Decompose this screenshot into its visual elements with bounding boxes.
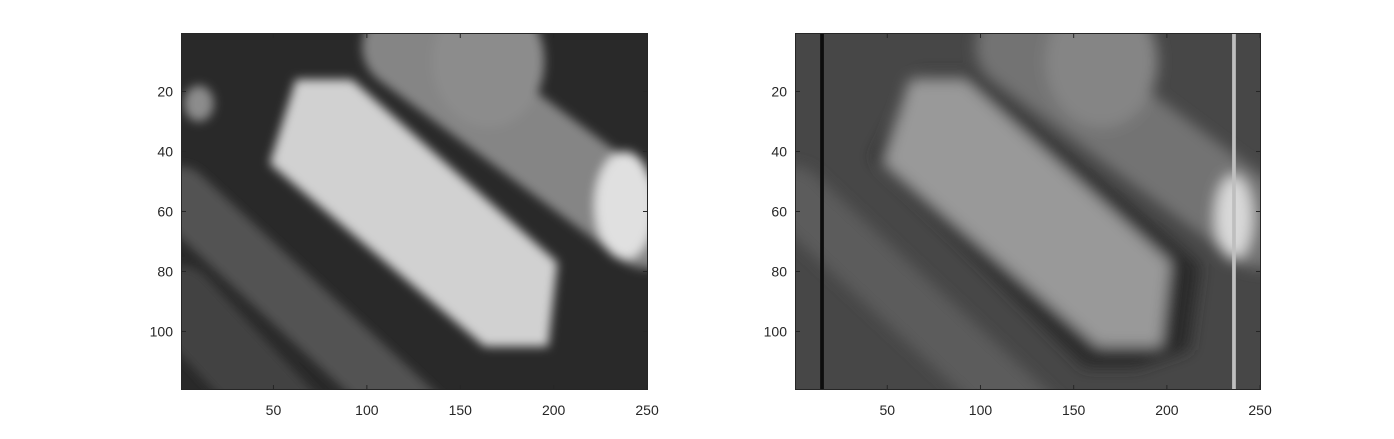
x-tick-label: 100 — [355, 402, 379, 418]
y-tick-label: 80 — [771, 264, 787, 280]
image-region — [883, 79, 1171, 347]
y-tick-label: 60 — [157, 204, 173, 220]
y-tick-label: 20 — [157, 84, 173, 100]
x-tick-label: 200 — [1155, 402, 1179, 418]
image-band — [181, 166, 434, 390]
x-tick-label: 100 — [969, 402, 993, 418]
x-tick-label: 50 — [266, 402, 282, 418]
image-region — [269, 79, 558, 347]
y-tick-label: 40 — [771, 144, 787, 160]
left-image-axes: 50 100 150 200 250 20 40 60 80 100 — [150, 33, 659, 418]
x-tick-label: 250 — [1248, 402, 1272, 418]
y-tick-label: 100 — [150, 324, 174, 340]
y-tick-label: 40 — [157, 144, 173, 160]
image-blob — [183, 85, 214, 122]
x-tick-label: 150 — [1062, 402, 1086, 418]
y-tick-label: 20 — [771, 84, 787, 100]
x-tick-label: 200 — [542, 402, 566, 418]
image-area — [181, 33, 648, 390]
y-tick-label: 80 — [157, 264, 173, 280]
image-blob — [1045, 33, 1158, 128]
image-blob — [432, 33, 545, 128]
y-tick-label: 100 — [764, 324, 788, 340]
image-stripe — [1232, 33, 1236, 390]
x-tick-label: 150 — [449, 402, 473, 418]
image-band — [795, 166, 1047, 390]
image-stripe — [820, 33, 824, 390]
image-area — [795, 33, 1261, 390]
image-band — [181, 265, 312, 390]
image-blob — [594, 151, 648, 260]
x-tick-label: 50 — [879, 402, 895, 418]
right-image-axes: 50 100 150 200 250 20 40 60 80 100 — [764, 33, 1272, 418]
y-tick-label: 60 — [771, 204, 787, 220]
x-tick-label: 250 — [635, 402, 659, 418]
